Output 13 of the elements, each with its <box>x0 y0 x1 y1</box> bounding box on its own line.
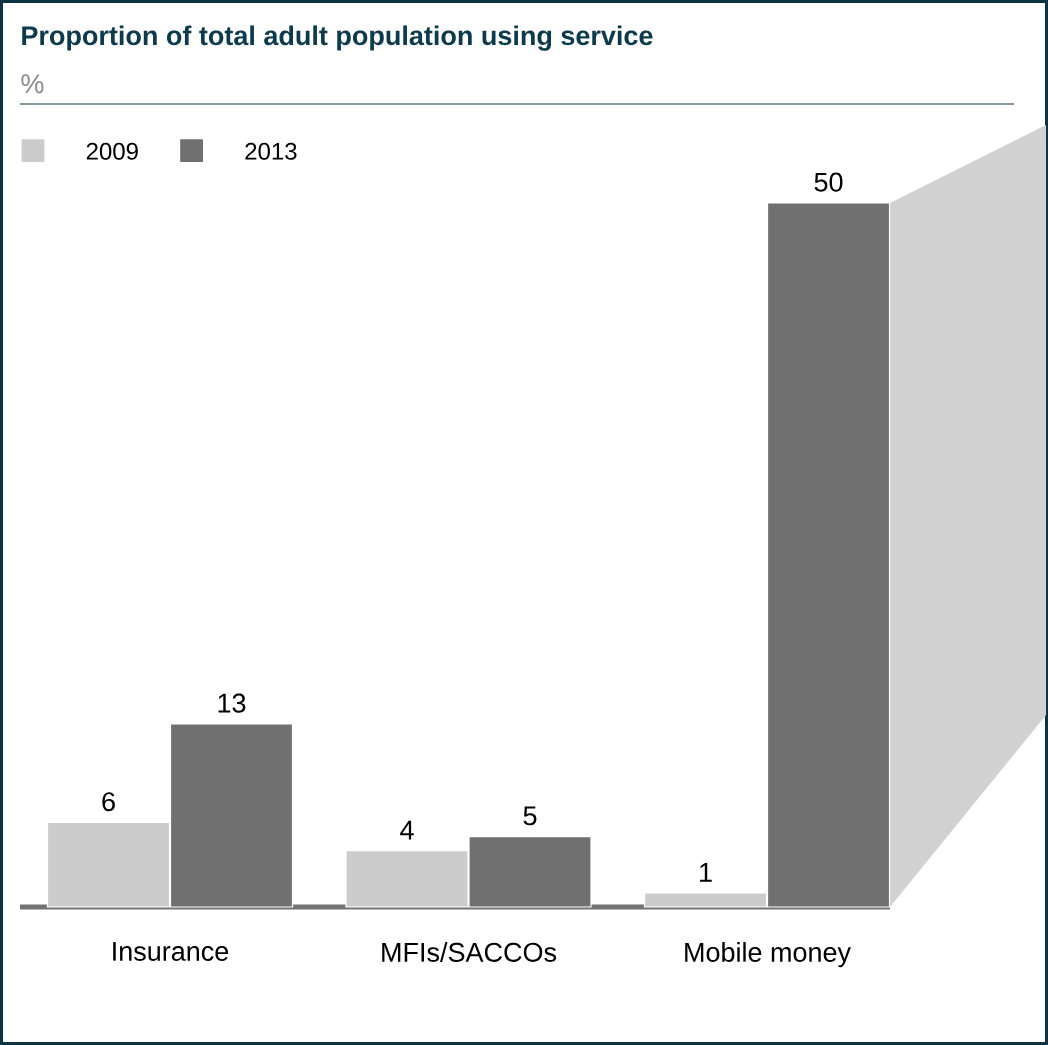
x-tick-label: Insurance <box>113 942 229 961</box>
x-tick-label: Mobile money <box>685 942 851 968</box>
data-label: 6 <box>102 792 115 812</box>
x-tick-label: MFIs/SACCOs <box>382 942 557 962</box>
data-label: 4 <box>400 820 414 840</box>
legend-label: 2013 <box>245 142 297 160</box>
legend-label: 2009 <box>86 142 138 160</box>
chart-subtitle: % <box>21 74 44 94</box>
chart-title: Proportion of total adult population using service <box>22 25 653 51</box>
data-label: 50 <box>814 172 843 192</box>
data-label: 13 <box>218 693 246 713</box>
data-label: 5 <box>523 806 537 826</box>
data-label: 1 <box>700 863 712 882</box>
